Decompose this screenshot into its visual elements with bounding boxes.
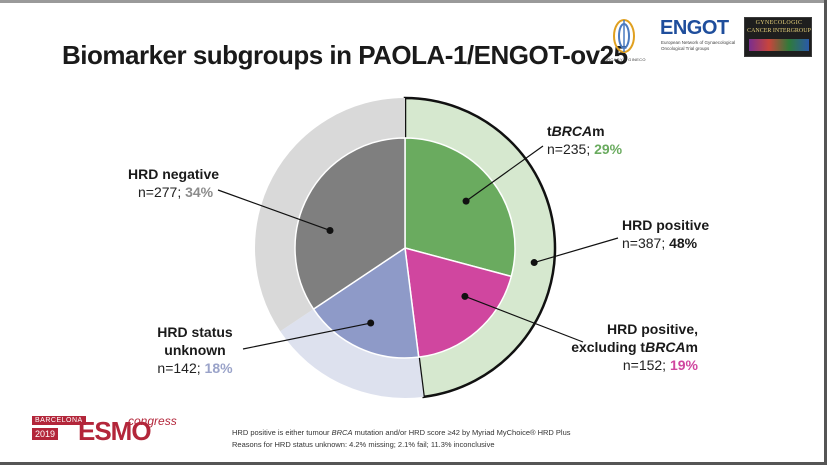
arcagy-logo-text: ARCAGY – GINECO	[604, 57, 646, 62]
label-hrd-unknown: HRD status unknown n=142; 18%	[140, 323, 250, 377]
leader-hrd-negative-line	[217, 189, 331, 232]
esmo-logo: ESMO	[78, 416, 152, 446]
label-hrd-unknown-line2: unknown	[164, 342, 226, 358]
gcig-logo-line2: CANCER INTERGROUP	[747, 28, 811, 34]
leader-hrd-unknown-line	[242, 322, 371, 350]
engot-logo-subtitle: European Network of Gynaecological Oncol…	[661, 40, 736, 51]
top-bar	[0, 0, 827, 3]
leader-hrd-unknown-dot	[367, 319, 375, 327]
esmo-year: 2019	[32, 428, 59, 440]
label-hrd-pos-excl-line2: excluding tBRCAm	[571, 339, 698, 355]
footnote: HRD positive is either tumour BRCA mutat…	[232, 427, 571, 451]
inner-slice-tbrcam	[404, 137, 516, 278]
engot-logo: ENGOT	[660, 17, 729, 39]
label-tbrcam-stats: n=235; 29%	[547, 141, 623, 157]
label-hrd-positive: HRD positive n=387; 48%	[622, 216, 709, 252]
label-hrd-positive-excluding: HRD positive, excluding tBRCAm n=152; 19…	[568, 320, 698, 374]
label-hrd-unknown-line1: HRD status	[157, 324, 233, 340]
gcig-logo-line1: GYNECOLOGIC	[755, 20, 803, 26]
inner-slice-hrd-unknown	[312, 246, 420, 359]
leader-hrd-positive-dot	[530, 259, 538, 267]
leader-tbrcam-dot	[462, 197, 470, 205]
leader-hrd-pos-excl-line	[464, 295, 584, 343]
label-hrd-negative-stats: n=277; 34%	[138, 184, 214, 200]
label-tbrcam: tBRCAm n=235; 29%	[547, 122, 622, 158]
esmo-congress: congress	[128, 414, 177, 428]
leader-hrd-positive-line	[534, 237, 619, 264]
inner-slice-hrd-negative	[294, 137, 406, 311]
leader-hrd-negative-dot	[326, 226, 334, 234]
label-hrd-negative: HRD negative n=277; 34%	[128, 165, 219, 201]
label-hrd-positive-name: HRD positive	[622, 217, 710, 233]
label-hrd-pos-excl-stats: n=152; 19%	[622, 357, 698, 373]
label-hrd-negative-name: HRD negative	[128, 166, 220, 182]
leader-tbrcam-line	[465, 145, 544, 202]
esmo-city: BARCELONA	[32, 416, 86, 425]
inner-slice-hrd-positive-excluding	[404, 246, 513, 358]
label-hrd-pos-excl-line1: HRD positive,	[606, 321, 698, 337]
label-hrd-positive-stats: n=387; 48%	[622, 235, 698, 251]
leader-hrd-pos-excl-dot	[461, 292, 469, 300]
label-hrd-unknown-stats: n=142; 18%	[157, 360, 233, 376]
footnote-line1: HRD positive is either tumour BRCA mutat…	[232, 428, 571, 437]
arcagy-logo-icon	[613, 19, 635, 53]
slide-title: Biomarker subgroups in PAOLA-1/ENGOT-ov2…	[62, 40, 628, 70]
label-tbrcam-name: tBRCAm	[547, 123, 605, 139]
gcig-logo-bar	[749, 39, 809, 51]
gcig-logo: GYNECOLOGIC CANCER INTERGROUP	[744, 17, 812, 57]
footnote-line2: Reasons for HRD status unknown: 4.2% mis…	[232, 440, 495, 449]
